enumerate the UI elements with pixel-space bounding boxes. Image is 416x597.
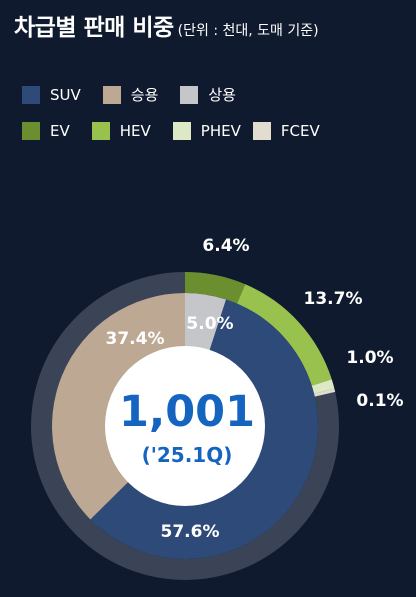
center-disc bbox=[105, 346, 265, 506]
center-total-value: 1,001 bbox=[119, 387, 255, 437]
legend-swatch-suv bbox=[22, 85, 40, 104]
legend-swatch-ev bbox=[22, 122, 40, 140]
title-text: 차급별 판매 비중 bbox=[14, 15, 174, 41]
label-fcev: 0.1% bbox=[356, 391, 403, 411]
inner-slice-commercial bbox=[185, 293, 227, 352]
outer-slice-ev bbox=[185, 272, 246, 304]
chart-title: 차급별 판매 비중 (단위 : 천대, 도매 기준) bbox=[14, 8, 319, 42]
label-phev: 1.0% bbox=[346, 348, 393, 368]
label-ev: 6.4% bbox=[202, 236, 249, 256]
label-hev: 13.7% bbox=[304, 289, 363, 309]
legend-label-ev: EV bbox=[50, 122, 70, 140]
legend-label-suv: SUV bbox=[50, 85, 81, 104]
outer-ring bbox=[31, 272, 339, 580]
legend-item-fcev: FCEV bbox=[252, 122, 320, 140]
center-period-label: ('25.1Q) bbox=[142, 443, 233, 467]
legend-swatch-commercial bbox=[180, 85, 199, 104]
legend-item-suv: SUV bbox=[22, 85, 81, 104]
legend-label-fcev: FCEV bbox=[280, 122, 320, 140]
legend-label-hev: HEV bbox=[119, 122, 151, 140]
outer-slice-phev bbox=[311, 379, 335, 394]
label-commercial: 5.0% bbox=[186, 314, 233, 334]
slice-labels: 6.4% 13.7% 1.0% 0.1% 5.0% 57.6% 37.4% bbox=[106, 236, 404, 542]
legend-swatch-fcev bbox=[252, 122, 271, 140]
legend-label-passenger: 승용 bbox=[130, 86, 159, 104]
legend-item-hev: HEV bbox=[91, 122, 151, 140]
legend-label-commercial: 상용 bbox=[208, 86, 236, 104]
legend-item-commercial: 상용 bbox=[180, 84, 236, 105]
legend-row-powertrain: EV HEV PHEV FCEV bbox=[22, 122, 342, 140]
legend-swatch-hev bbox=[91, 122, 110, 140]
legend-item-ev: EV bbox=[22, 122, 70, 140]
outer-slice-hev bbox=[237, 284, 332, 386]
legend-item-passenger: 승용 bbox=[102, 84, 159, 105]
legend-label-phev: PHEV bbox=[200, 122, 241, 140]
inner-slice-passenger bbox=[51, 293, 186, 520]
label-suv: 57.6% bbox=[161, 522, 220, 542]
legend-item-phev: PHEV bbox=[172, 122, 241, 140]
label-passenger: 37.4% bbox=[106, 329, 165, 349]
legend-swatch-passenger bbox=[102, 85, 121, 104]
inner-slice-suv bbox=[90, 299, 319, 560]
inner-ring bbox=[51, 293, 319, 560]
legend-swatch-phev bbox=[172, 122, 191, 140]
title-unit: (단위 : 천대, 도매 기준) bbox=[177, 23, 319, 39]
outer-slice-fcev bbox=[314, 388, 336, 397]
legend-row-vehicle-type: SUV 승용 상용 bbox=[22, 84, 258, 105]
